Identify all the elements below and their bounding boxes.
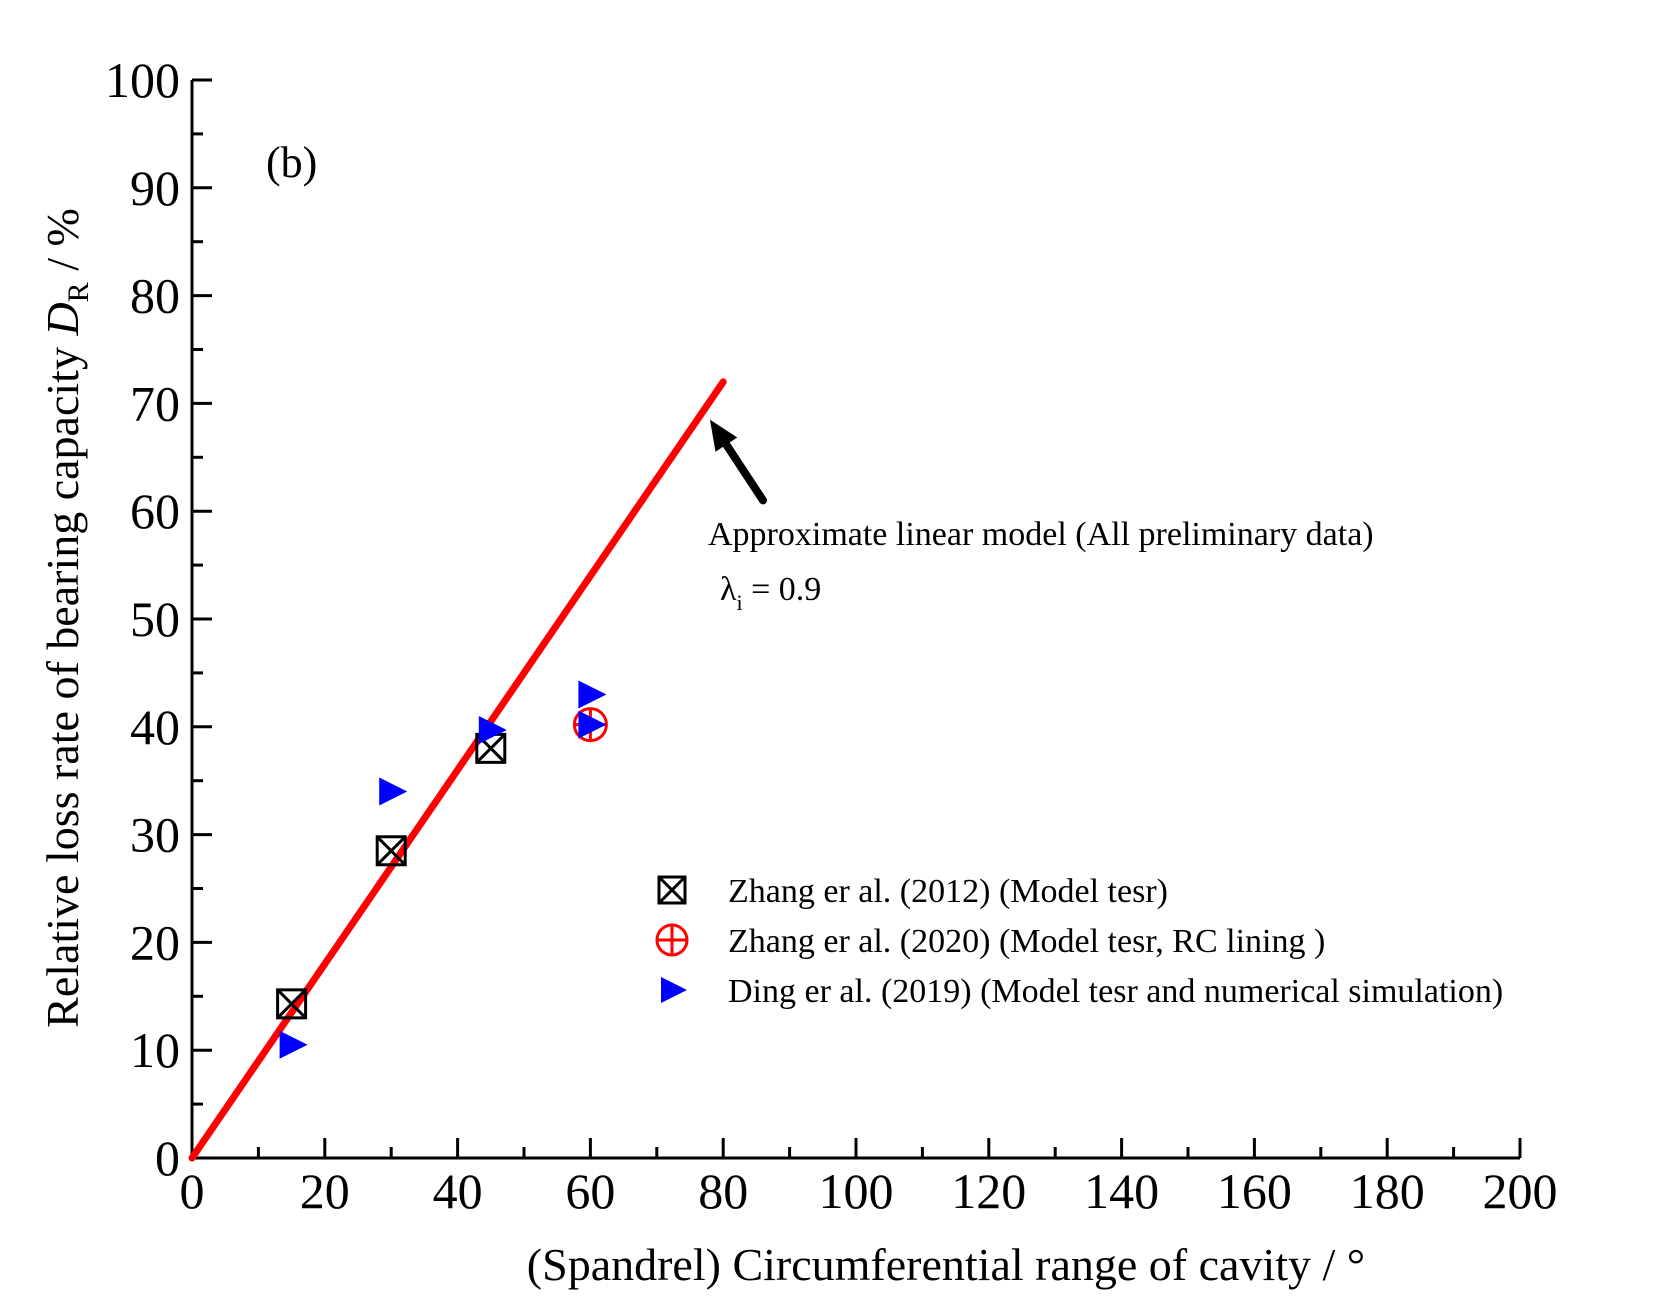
y-axis-ticks: 0 10 20 30 40 50 60 70 80 90 100: [105, 52, 212, 1186]
annotation-text: Approximate linear model (All preliminar…: [708, 516, 1374, 553]
marker-triangle: [578, 680, 607, 709]
y-tick-label: 100: [105, 52, 180, 108]
annotation-arrow-shaft: [722, 440, 768, 505]
y-tick-label: 90: [130, 160, 180, 216]
annotation-arrow-head: [709, 419, 738, 452]
marker-cross-b: [276, 988, 307, 1019]
marker-triangle: [578, 710, 607, 739]
x-tick-label: 200: [1483, 1163, 1558, 1219]
marker-triangle: [379, 777, 408, 806]
x-tick-label: 40: [433, 1163, 483, 1219]
marker-cross-b: [475, 733, 506, 764]
lambda-symbol: λ: [720, 571, 737, 608]
data-point-s0: [276, 988, 308, 1020]
marker-triangle: [478, 716, 507, 745]
marker-triangle: [661, 977, 687, 1003]
x-tick-label: 140: [1084, 1163, 1159, 1219]
data-point-s0: [375, 835, 407, 867]
y-axis-title-symbol: D: [37, 302, 88, 336]
legend-label-2: Ding er al. (2019) (Model tesr and numer…: [728, 973, 1503, 1010]
marker-cross-b: [657, 875, 687, 905]
annotation-layer: Approximate linear model (All preliminar…: [708, 419, 1374, 615]
data-point-s2: [578, 680, 607, 709]
y-axis-title-subscript: R: [62, 282, 95, 302]
y-tick-label: 70: [130, 375, 180, 431]
lambda-annotation: λi = 0.9: [720, 571, 821, 615]
marker-square: [276, 988, 308, 1020]
x-tick-label: 0: [180, 1163, 205, 1219]
y-tick-label: 10: [130, 1022, 180, 1078]
x-tick-label: 100: [819, 1163, 894, 1219]
markers-layer: [276, 680, 608, 1059]
data-point-s2: [578, 710, 607, 739]
legend-label-0: Zhang er al. (2012) (Model tesr): [728, 873, 1168, 910]
y-tick-label: 50: [130, 591, 180, 647]
x-tick-label: 180: [1350, 1163, 1425, 1219]
fit-line: [188, 378, 727, 1162]
marker-square: [375, 835, 407, 867]
x-tick-label: 80: [698, 1163, 748, 1219]
y-tick-label: 40: [130, 699, 180, 755]
y-axis-title-prefix: Relative loss rate of bearing capacity: [37, 336, 88, 1028]
x-tick-label: 20: [300, 1163, 350, 1219]
x-axis-title: (Spandrel) Circumferential range of cavi…: [527, 1239, 1365, 1290]
x-tick-label: 160: [1217, 1163, 1292, 1219]
y-tick-label: 30: [130, 807, 180, 863]
marker-triangle: [279, 1030, 308, 1059]
y-tick-label: 0: [155, 1130, 180, 1186]
y-tick-label: 80: [130, 268, 180, 324]
legend-marker-1: [655, 923, 689, 957]
marker-cross-b: [376, 835, 407, 866]
legend-label-1: Zhang er al. (2020) (Model tesr, RC lini…: [728, 923, 1325, 960]
x-tick-label: 60: [565, 1163, 615, 1219]
y-axis-title: Relative loss rate of bearing capacity D…: [37, 208, 95, 1028]
data-point-s2: [379, 777, 408, 806]
data-point-s2: [279, 1030, 308, 1059]
legend: Zhang er al. (2012) (Model tesr) Zhang er…: [655, 873, 1503, 1010]
data-point-s2: [478, 716, 507, 745]
fit-line-layer: [188, 378, 727, 1162]
marker-square: [657, 875, 687, 905]
lambda-subscript: i: [737, 590, 743, 615]
legend-marker-2: [661, 977, 687, 1003]
legend-marker-0: [657, 875, 687, 905]
panel-label: (b): [266, 138, 317, 187]
y-axis-title-suffix: / %: [37, 208, 88, 282]
y-tick-label: 20: [130, 914, 180, 970]
y-tick-label: 60: [130, 483, 180, 539]
x-tick-label: 120: [951, 1163, 1026, 1219]
lambda-value: = 0.9: [743, 571, 822, 608]
x-axis-ticks: 0 20 40 60 80 100 120 140 160 180 200: [180, 1138, 1558, 1219]
